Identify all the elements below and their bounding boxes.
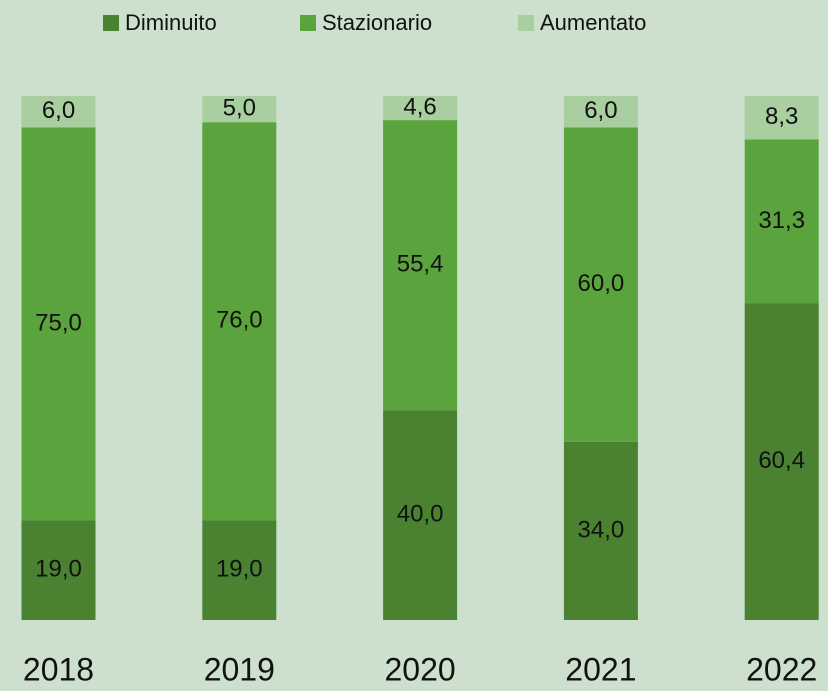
- bar-segment: [202, 96, 277, 123]
- x-tick-label: 2020: [385, 651, 456, 687]
- bar-segment: [744, 96, 819, 140]
- data-label: 6,0: [584, 97, 617, 124]
- bar-segment: [21, 96, 96, 128]
- legend-swatch: [103, 15, 119, 31]
- data-label: 40,0: [397, 501, 444, 528]
- x-tick-label: 2021: [565, 651, 636, 687]
- data-label: 55,4: [397, 251, 444, 278]
- bar-segment: [202, 520, 277, 620]
- x-tick-label: 2018: [23, 651, 94, 687]
- bar-segment: [21, 127, 96, 521]
- bar-segment: [744, 303, 819, 620]
- bar-segment: [563, 441, 638, 620]
- bar-segment: [563, 96, 638, 128]
- legend-swatch: [518, 15, 534, 31]
- x-tick-label: 2019: [204, 651, 275, 687]
- data-label: 34,0: [578, 516, 625, 543]
- data-label: 8,3: [765, 103, 798, 130]
- data-label: 76,0: [216, 307, 263, 334]
- legend-swatch: [300, 15, 316, 31]
- bar-segment: [744, 139, 819, 304]
- data-label: 19,0: [35, 556, 82, 583]
- legend-label: Diminuito: [125, 10, 217, 35]
- data-label: 6,0: [42, 97, 75, 124]
- data-label: 31,3: [758, 207, 805, 234]
- data-label: 5,0: [223, 94, 256, 121]
- x-tick-label: 2022: [746, 651, 817, 687]
- data-label: 75,0: [35, 309, 82, 336]
- bar-segment: [563, 127, 638, 442]
- data-label: 19,0: [216, 556, 263, 583]
- bar-segment: [383, 96, 458, 121]
- bar-segment: [383, 410, 458, 620]
- legend-label: Aumentato: [540, 10, 646, 35]
- legend-label: Stazionario: [322, 10, 432, 35]
- bar-segment: [202, 122, 277, 521]
- bar-segment: [383, 120, 458, 411]
- bar-segment: [21, 520, 96, 620]
- data-label: 4,6: [403, 93, 436, 120]
- data-label: 60,4: [758, 447, 805, 474]
- data-label: 60,0: [578, 270, 625, 297]
